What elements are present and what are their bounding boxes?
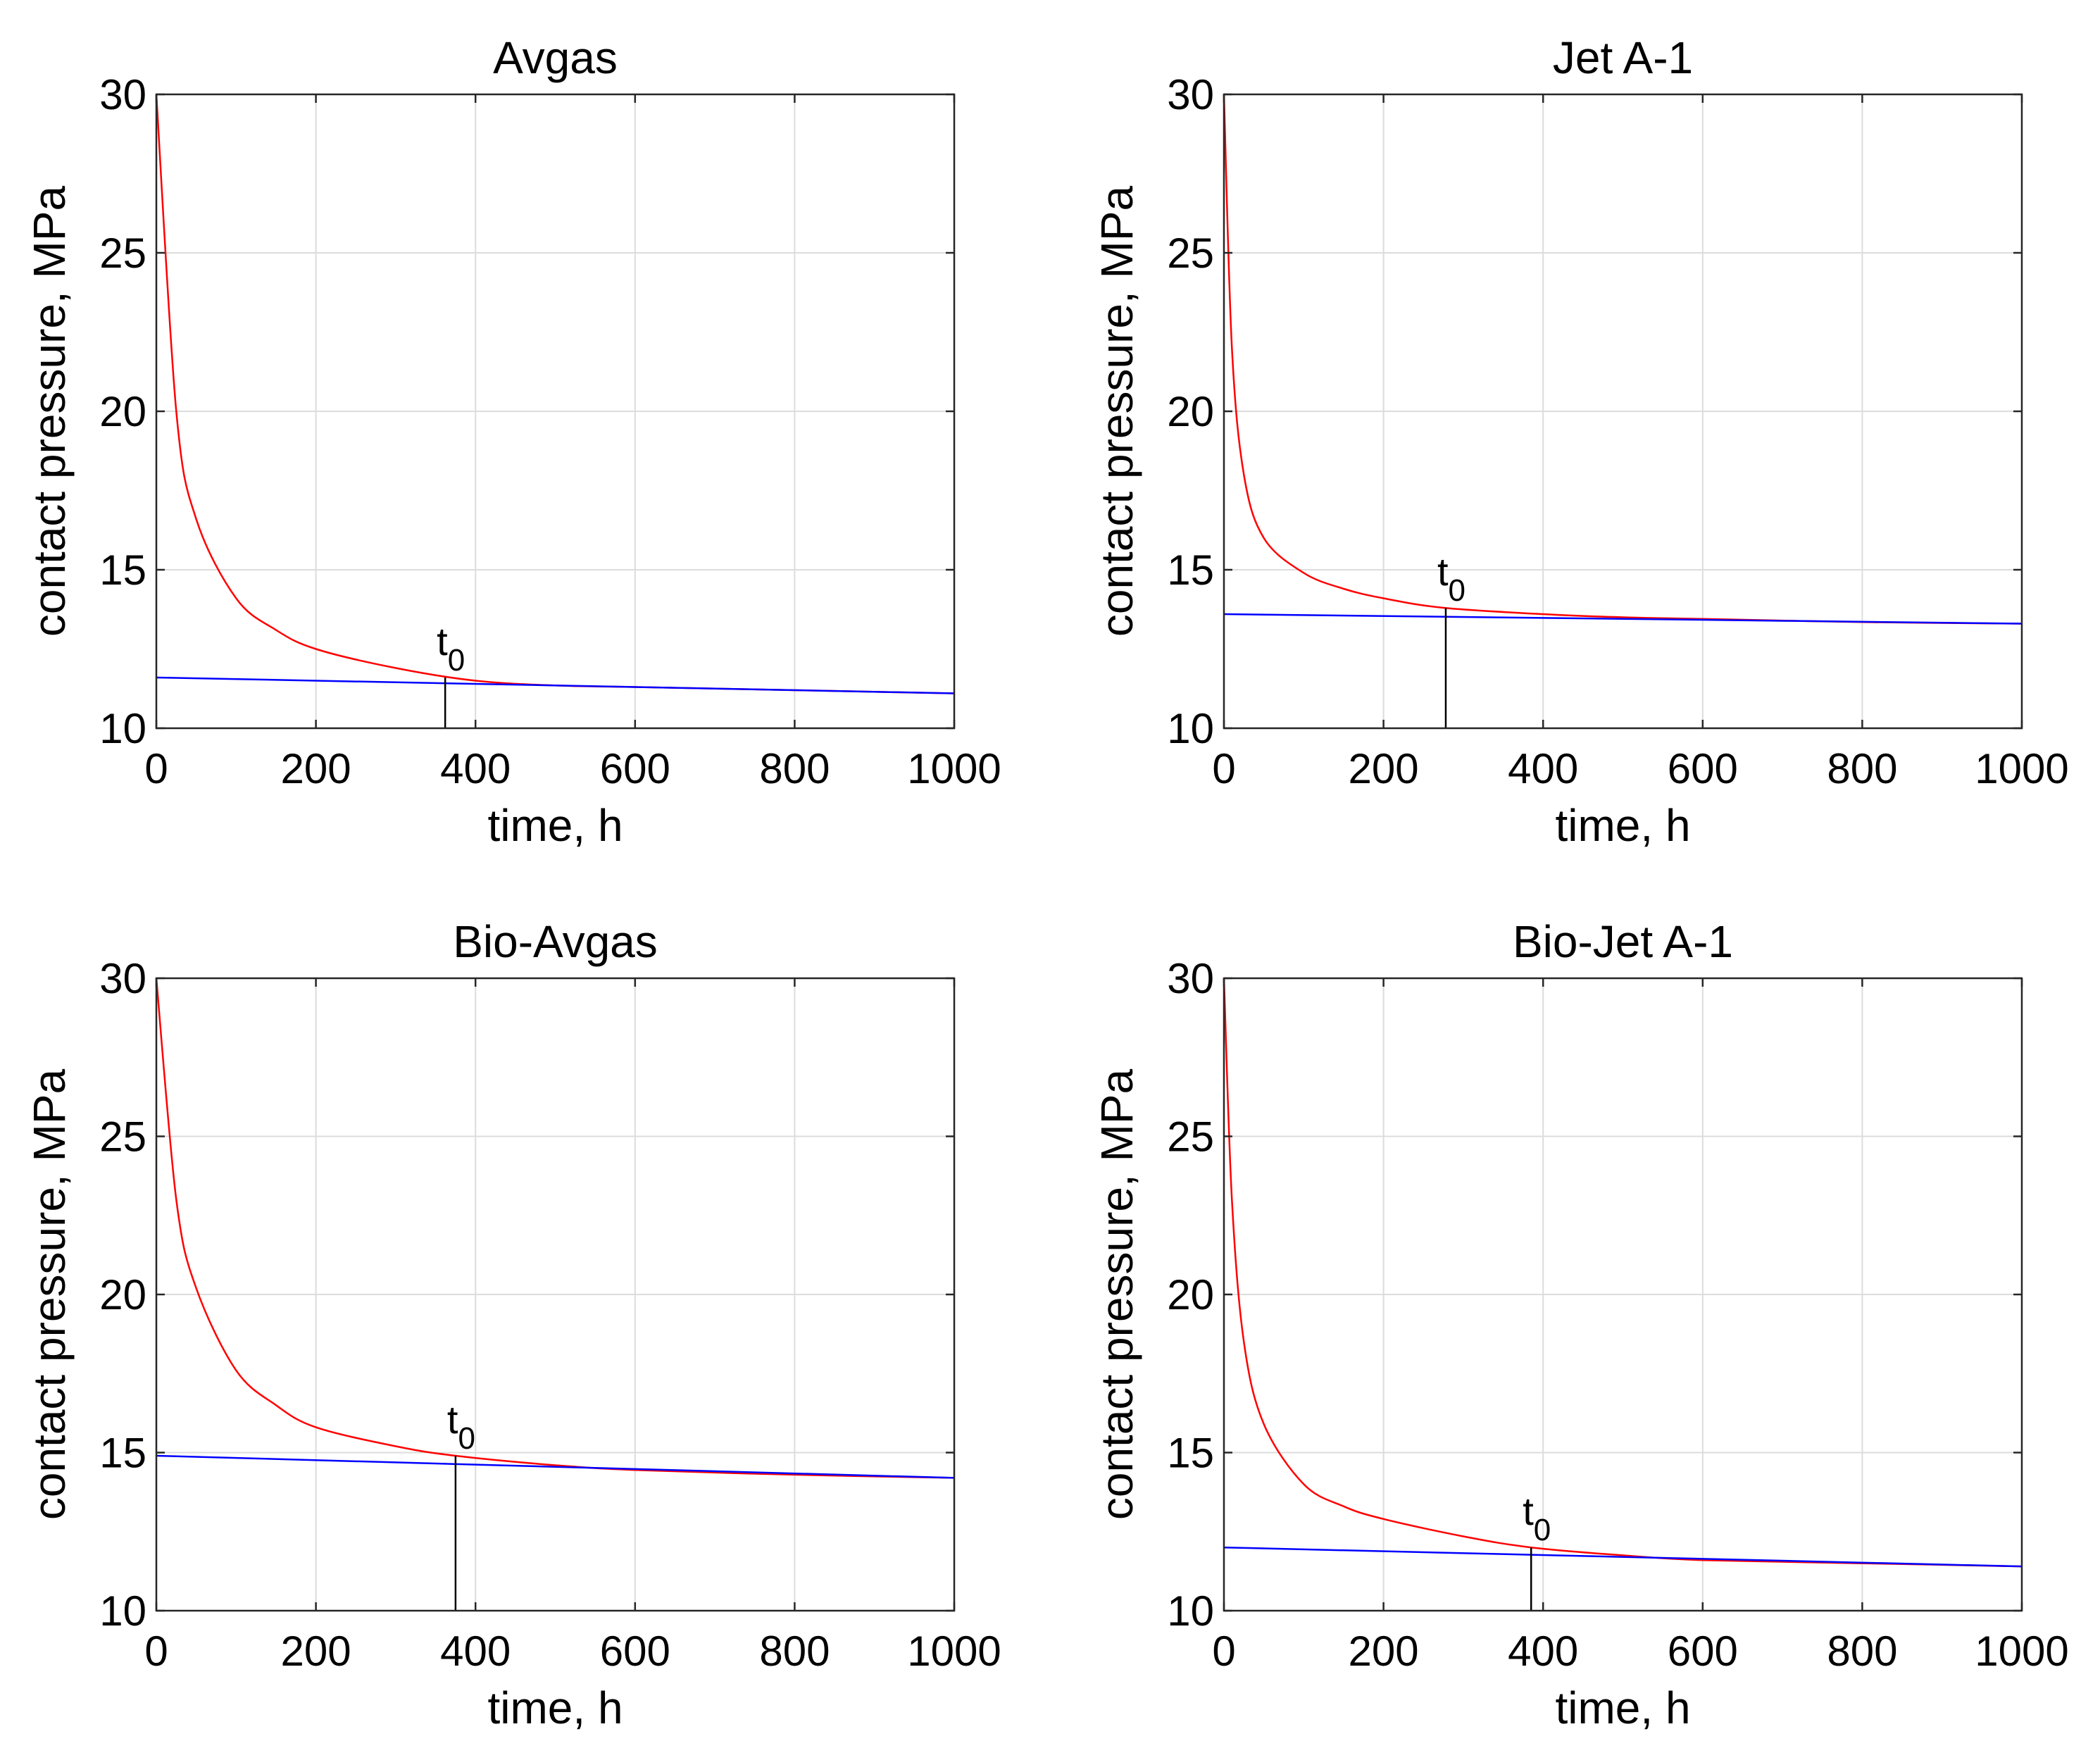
t0-label-t: t — [447, 1397, 458, 1442]
x-tick-label: 800 — [1827, 1628, 1897, 1675]
y-tick-label: 15 — [1167, 547, 1214, 594]
t0-label: t0 — [1437, 549, 1465, 608]
y-tick-label: 20 — [1167, 1271, 1214, 1318]
x-tick-label: 400 — [1508, 745, 1578, 792]
x-tick-label: 400 — [440, 745, 511, 792]
t0-label: t0 — [1523, 1489, 1551, 1547]
y-axis-label: contact pressure, MPa — [1092, 185, 1142, 637]
x-tick-label: 800 — [759, 1628, 830, 1675]
y-tick-label: 30 — [1167, 71, 1214, 118]
series-line-2 — [156, 676, 955, 694]
y-tick-label: 15 — [99, 547, 146, 594]
chart-panel-3: t00 200 400 600 800 10001015202530Bio-Avgasti… — [24, 916, 1001, 1733]
y-tick-label: 25 — [99, 1113, 146, 1161]
x-axis-label: time, h — [487, 1683, 623, 1733]
chart-title: Jet A-1 — [1553, 32, 1693, 83]
y-tick-label: 15 — [99, 1430, 146, 1477]
x-tick-label: 800 — [759, 745, 830, 792]
y-tick-label: 30 — [99, 955, 146, 1002]
y-tick-label: 10 — [99, 705, 146, 752]
x-tick-label: 200 — [1349, 745, 1419, 792]
y-tick-label: 20 — [99, 388, 146, 435]
t0-label-t: t — [437, 619, 448, 663]
y-axis-label: contact pressure, MPa — [24, 185, 75, 637]
x-tick-label: 0 — [1212, 1628, 1235, 1675]
t0-label-t: t — [1437, 549, 1449, 594]
t0-label-subscript: 0 — [458, 1421, 475, 1456]
x-tick-label: 600 — [1668, 1628, 1738, 1675]
x-tick-label: 1000 — [907, 1628, 1001, 1675]
series-line-2 — [156, 1454, 955, 1479]
x-tick-label: 600 — [1668, 745, 1738, 792]
x-tick-label: 400 — [440, 1628, 511, 1675]
chart-title: Avgas — [493, 32, 618, 83]
x-tick-label: 400 — [1508, 1628, 1578, 1675]
x-tick-label: 1000 — [907, 745, 1001, 792]
series-line-1 — [1223, 978, 2023, 1568]
x-tick-label: 0 — [1212, 745, 1235, 792]
t0-label-subscript: 0 — [448, 643, 465, 678]
series-line-2 — [1223, 1546, 2023, 1568]
y-tick-label: 20 — [1167, 388, 1214, 435]
x-tick-label: 600 — [600, 1628, 670, 1675]
series-line-2 — [1223, 613, 2023, 625]
y-tick-label: 30 — [1167, 955, 1214, 1002]
x-axis-label: time, h — [1555, 800, 1690, 851]
x-tick-label: 600 — [600, 745, 670, 792]
x-tick-label: 1000 — [1975, 1628, 2068, 1675]
y-axis-label: contact pressure, MPa — [1092, 1068, 1142, 1520]
x-tick-label: 1000 — [1975, 745, 2068, 792]
chart-title: Bio-Jet A-1 — [1513, 916, 1733, 967]
x-axis-label: time, h — [1555, 1683, 1690, 1733]
x-tick-label: 200 — [281, 1628, 351, 1675]
x-tick-label: 200 — [1349, 1628, 1419, 1675]
t0-label-subscript: 0 — [1534, 1513, 1551, 1547]
y-tick-label: 25 — [1167, 1113, 1214, 1161]
x-tick-label: 800 — [1827, 745, 1897, 792]
y-tick-label: 15 — [1167, 1430, 1214, 1477]
chart-title: Bio-Avgas — [453, 916, 658, 967]
y-tick-label: 10 — [1167, 705, 1214, 752]
y-tick-label: 30 — [99, 71, 146, 118]
t0-label: t0 — [447, 1397, 475, 1456]
x-axis-label: time, h — [487, 800, 623, 851]
chart-panel-1: t00 200 400 600 800 10001015202530Avgastime, … — [24, 32, 1001, 851]
y-tick-label: 25 — [99, 230, 146, 277]
y-tick-label: 10 — [99, 1587, 146, 1635]
y-tick-label: 20 — [99, 1271, 146, 1318]
x-tick-label: 0 — [144, 745, 168, 792]
y-axis-label: contact pressure, MPa — [24, 1068, 75, 1520]
t0-label-subscript: 0 — [1449, 573, 1465, 608]
y-tick-label: 10 — [1167, 1587, 1214, 1635]
series-line-1 — [155, 978, 955, 1479]
t0-label-t: t — [1523, 1489, 1534, 1533]
y-tick-label: 25 — [1167, 230, 1214, 277]
x-tick-label: 0 — [144, 1628, 168, 1675]
x-tick-label: 200 — [281, 745, 351, 792]
t0-label: t0 — [437, 619, 465, 678]
